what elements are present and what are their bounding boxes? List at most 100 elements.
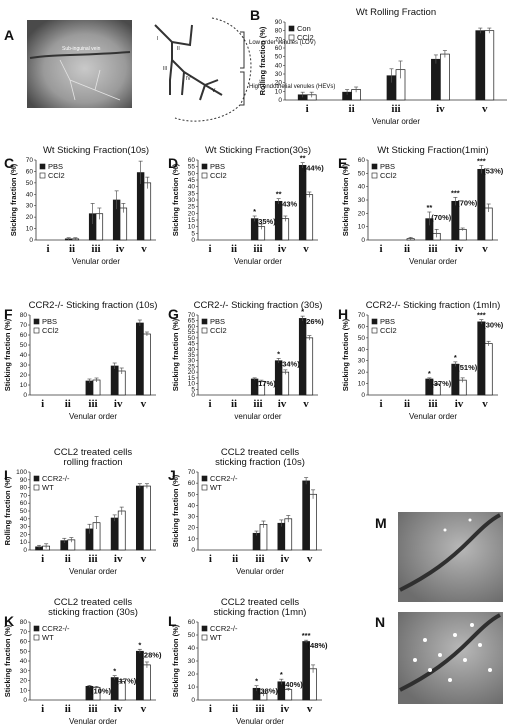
x-tick-label: iv <box>116 243 125 255</box>
x-tick-label: iv <box>114 553 123 565</box>
legend-label: CCl2 <box>297 33 314 42</box>
y-tick-label: 40 <box>275 62 283 69</box>
x-axis-label: Venular order <box>372 117 420 126</box>
y-tick-label: 70 <box>20 629 28 636</box>
significance-star: *** <box>477 311 486 320</box>
x-tick-label: iv <box>278 243 287 255</box>
y-tick-label: 10 <box>20 382 28 389</box>
y-tick-label: 30 <box>188 658 196 665</box>
y-tick-label: 70 <box>26 157 34 164</box>
panel-n: N <box>375 612 503 704</box>
legend-swatch <box>201 327 208 334</box>
y-tick-label: 60 <box>358 323 366 330</box>
bar-series1 <box>274 200 283 241</box>
x-axis-label: Venular order <box>69 567 117 576</box>
significance-star: ** <box>300 154 306 163</box>
bar-series1 <box>110 365 119 396</box>
y-tick-label: 30 <box>26 203 34 210</box>
legend-label: WT <box>42 633 54 642</box>
x-tick-label: i <box>41 553 44 565</box>
y-tick-label: 5 <box>191 386 195 393</box>
x-tick-label: iii <box>91 243 100 255</box>
legend-swatch <box>371 318 378 325</box>
y-tick-label: 55 <box>188 164 196 171</box>
panel-m: M <box>375 512 503 602</box>
x-tick-label: iv <box>281 553 290 565</box>
bar-series1 <box>135 485 144 551</box>
y-tick-label: 20 <box>20 372 28 379</box>
chart-title: CCR2-/- Sticking fraction (30s) <box>194 300 323 311</box>
vessel-n <box>399 613 501 692</box>
x-tick-label: ii <box>404 243 410 255</box>
bar-series2 <box>117 510 126 551</box>
bar-series1 <box>302 480 310 551</box>
y-tick-label: 10 <box>20 687 28 694</box>
x-tick-label: iii <box>253 243 262 255</box>
y-tick-label: 10 <box>26 226 34 233</box>
y-tick-label: 0 <box>23 547 27 554</box>
y-tick-label: 70 <box>275 36 283 43</box>
percent-annotation: (38%) <box>258 687 279 696</box>
chart-title: CCL2 treated cells <box>54 447 132 458</box>
chart-title: sticking fraction (30s) <box>48 607 138 618</box>
panel-label-a: A <box>4 27 14 43</box>
y-tick-label: 0 <box>191 697 195 704</box>
x-tick-label: iv <box>278 398 287 410</box>
x-axis-label: venular order <box>234 412 281 421</box>
percent-annotation: (10%) <box>91 686 112 695</box>
bar-series1 <box>477 321 486 396</box>
y-tick-label: 45 <box>188 177 196 184</box>
x-tick-label: ii <box>65 703 71 715</box>
vein-line <box>29 51 131 59</box>
bracket-low <box>240 31 245 69</box>
y-tick-label: 25 <box>188 363 196 370</box>
legend-swatch <box>201 625 208 632</box>
y-tick-label: 20 <box>26 214 34 221</box>
x-tick-label: i <box>209 553 212 565</box>
legend-swatch <box>201 318 208 325</box>
order-label-2: II <box>177 46 180 52</box>
x-axis-label: Venular order <box>236 717 284 726</box>
y-tick-label: 40 <box>188 184 196 191</box>
bar-series2 <box>281 371 290 396</box>
y-tick-label: 70 <box>20 322 28 329</box>
legend-label: CCR2-/- <box>42 624 70 633</box>
percent-annotation: (17%) <box>116 677 137 686</box>
y-tick-label: 70 <box>188 469 196 476</box>
order-label-5: V <box>212 88 216 94</box>
y-tick-label: 10 <box>188 224 196 231</box>
y-tick-label: 70 <box>358 312 366 319</box>
intravital-photo <box>27 20 132 108</box>
x-tick-label: iii <box>391 103 400 115</box>
percent-annotation: (70%) <box>457 198 478 207</box>
bar-series1 <box>85 380 94 396</box>
x-tick-label: ii <box>65 398 71 410</box>
x-tick-label: ii <box>349 103 355 115</box>
x-tick-label: v <box>141 243 147 255</box>
y-tick-label: 70 <box>188 312 196 319</box>
y-tick-label: 40 <box>20 352 28 359</box>
y-tick-label: 50 <box>358 335 366 342</box>
y-tick-label: 30 <box>20 524 28 531</box>
x-tick-label: ii <box>404 398 410 410</box>
y-tick-label: 20 <box>188 369 196 376</box>
bar-series1 <box>135 322 144 396</box>
panel-label-n: N <box>375 614 385 630</box>
x-tick-label: iv <box>114 703 123 715</box>
legend-swatch <box>33 327 40 334</box>
x-tick-label: v <box>303 398 309 410</box>
legend-label: CCl2 <box>380 326 397 335</box>
x-tick-label: v <box>141 703 147 715</box>
y-axis-label: Sticking fraction (%) <box>341 163 350 236</box>
y-tick-label: 0 <box>278 97 282 104</box>
chart-f: F CCR2-/- Sticking fraction (10s) 0 10 20 30 4… <box>3 300 157 421</box>
x-tick-label: ii <box>69 243 75 255</box>
legend-label: PBS <box>380 317 395 326</box>
panel-label-h: H <box>338 306 348 322</box>
x-tick-label: iii <box>428 398 437 410</box>
y-tick-label: 30 <box>188 197 196 204</box>
chart-title: Wt Sticking Fraction(30s) <box>205 145 311 156</box>
